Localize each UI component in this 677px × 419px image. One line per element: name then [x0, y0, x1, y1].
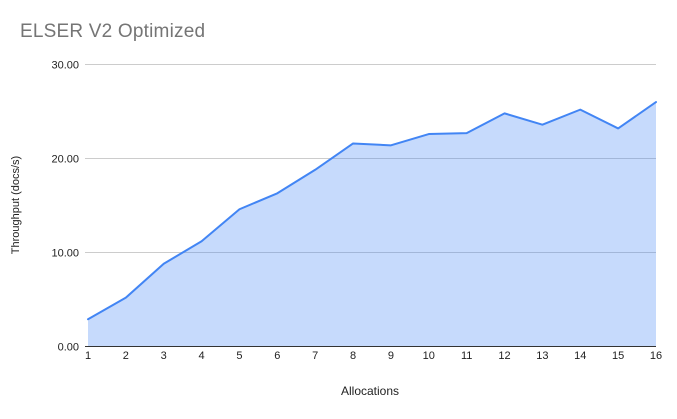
- x-tick-label: 12: [498, 350, 510, 362]
- x-tick-label: 16: [650, 350, 662, 362]
- series-line: [87, 101, 657, 321]
- x-tick-label: 1: [85, 350, 91, 362]
- y-tick-label: 0.00: [58, 342, 79, 354]
- x-tick-label: 6: [274, 350, 280, 362]
- y-axis-title: Throughput (docs/s): [10, 155, 22, 255]
- x-tick-label: 9: [388, 350, 394, 362]
- x-tick-label: 8: [350, 350, 356, 362]
- x-axis-title: Allocations: [340, 384, 400, 398]
- y-tick-label: 10.00: [51, 248, 79, 260]
- chart-title: ELSER V2 Optimized: [20, 21, 206, 42]
- y-tick-label: 20.00: [51, 154, 79, 166]
- x-tick-label: 13: [536, 350, 548, 362]
- x-tick-label: 4: [199, 350, 205, 362]
- x-tick-label: 7: [312, 350, 318, 362]
- area-fill: [88, 102, 656, 347]
- x-tick-label: 11: [461, 350, 472, 362]
- y-tick-label: 30.00: [51, 60, 79, 72]
- x-tick-label: 2: [123, 350, 129, 362]
- x-tick-label: 5: [236, 350, 242, 362]
- x-tick-label: 10: [423, 350, 435, 362]
- x-tick-label: 14: [574, 350, 586, 362]
- x-tick-label: 3: [161, 350, 167, 362]
- x-tick-label: 15: [612, 350, 624, 362]
